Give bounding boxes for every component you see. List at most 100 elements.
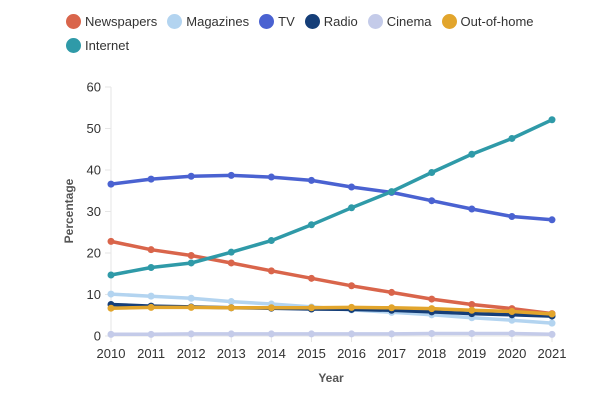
data-point-internet[interactable] (107, 271, 115, 279)
legend-swatch (167, 13, 183, 29)
legend-item-out-of-home[interactable]: Out-of-home (441, 12, 534, 30)
data-point-magazines[interactable] (187, 294, 195, 302)
data-point-magazines[interactable] (107, 290, 115, 298)
y-tick-label: 40 (87, 163, 101, 178)
data-point-magazines[interactable] (147, 292, 155, 300)
legend-swatch (66, 13, 81, 29)
data-point-magazines[interactable] (508, 316, 516, 324)
data-point-tv[interactable] (508, 212, 516, 220)
data-point-newspapers[interactable] (187, 251, 195, 259)
data-point-out-of-home[interactable] (548, 310, 556, 318)
data-point-newspapers[interactable] (147, 246, 155, 254)
legend-item-cinema[interactable]: Cinema (367, 12, 432, 30)
x-tick-label: 2014 (257, 346, 286, 361)
data-point-tv[interactable] (187, 172, 195, 180)
data-point-out-of-home[interactable] (348, 303, 356, 311)
data-point-internet[interactable] (267, 237, 275, 245)
data-point-out-of-home[interactable] (227, 304, 235, 312)
data-point-cinema[interactable] (428, 330, 436, 338)
y-tick-label: 20 (87, 246, 101, 261)
legend-item-newspapers[interactable]: Newspapers (66, 12, 157, 30)
data-point-cinema[interactable] (147, 330, 155, 338)
series-line-newspapers (109, 239, 554, 316)
data-point-internet[interactable] (147, 264, 155, 272)
data-point-out-of-home[interactable] (107, 304, 115, 312)
x-tick-label: 2020 (497, 346, 526, 361)
data-point-out-of-home[interactable] (267, 304, 275, 312)
x-tick-label: 2017 (377, 346, 406, 361)
data-point-tv[interactable] (468, 205, 476, 213)
data-point-newspapers[interactable] (307, 274, 315, 282)
x-tick-label: 2013 (217, 346, 246, 361)
data-point-newspapers[interactable] (428, 295, 436, 303)
legend-item-tv[interactable]: TV (259, 12, 295, 30)
data-point-out-of-home[interactable] (187, 303, 195, 311)
data-point-internet[interactable] (227, 248, 235, 256)
data-point-internet[interactable] (468, 150, 476, 158)
data-point-cinema[interactable] (508, 330, 516, 338)
data-point-tv[interactable] (548, 216, 556, 224)
legend-item-internet[interactable]: Internet (66, 36, 129, 54)
data-point-cinema[interactable] (107, 330, 115, 338)
data-point-tv[interactable] (348, 183, 356, 191)
series-internet (107, 116, 556, 279)
data-point-internet[interactable] (348, 204, 356, 212)
data-point-magazines[interactable] (227, 298, 235, 306)
series-line-out-of-home (109, 305, 554, 316)
legend-item-magazines[interactable]: Magazines (167, 12, 249, 30)
data-point-cinema[interactable] (548, 330, 556, 338)
data-point-internet[interactable] (548, 116, 556, 124)
data-point-tv[interactable] (267, 173, 275, 181)
legend-label: Magazines (186, 13, 250, 29)
data-point-magazines[interactable] (548, 319, 556, 327)
data-point-tv[interactable] (107, 180, 115, 188)
data-point-out-of-home[interactable] (428, 305, 436, 313)
data-point-internet[interactable] (307, 221, 315, 229)
data-point-tv[interactable] (147, 175, 155, 183)
legend-label: TV (278, 13, 295, 29)
series-group (107, 116, 556, 338)
series-line-tv (109, 173, 554, 222)
data-point-cinema[interactable] (267, 330, 275, 338)
legend-swatch (66, 37, 81, 53)
data-point-newspapers[interactable] (227, 259, 235, 267)
data-point-internet[interactable] (428, 168, 436, 176)
data-point-newspapers[interactable] (267, 267, 275, 275)
data-point-cinema[interactable] (307, 330, 315, 338)
data-point-out-of-home[interactable] (468, 306, 476, 314)
legend-label: Internet (85, 37, 130, 53)
data-point-out-of-home[interactable] (508, 308, 516, 316)
legend-label: Out-of-home (460, 13, 534, 29)
data-point-newspapers[interactable] (348, 282, 356, 290)
legend-item-radio[interactable]: Radio (304, 12, 358, 30)
series-cinema (107, 330, 556, 338)
data-point-out-of-home[interactable] (307, 304, 315, 312)
x-axis-title: Year (318, 371, 344, 385)
series-out-of-home (107, 303, 556, 318)
data-point-internet[interactable] (508, 134, 516, 142)
x-tick-label: 2019 (457, 346, 486, 361)
data-point-tv[interactable] (227, 171, 235, 179)
data-point-newspapers[interactable] (388, 288, 396, 296)
data-point-cinema[interactable] (227, 330, 235, 338)
data-point-internet[interactable] (388, 188, 396, 196)
data-point-tv[interactable] (428, 197, 436, 205)
data-point-internet[interactable] (187, 259, 195, 267)
legend-swatch (304, 13, 320, 29)
y-tick-label: 50 (87, 121, 101, 136)
x-tick-label: 2015 (297, 346, 326, 361)
legend-label: Cinema (386, 13, 432, 29)
legend-label: Newspapers (85, 13, 158, 29)
data-point-cinema[interactable] (348, 330, 356, 338)
data-point-cinema[interactable] (187, 330, 195, 338)
data-point-cinema[interactable] (388, 330, 396, 338)
series-tv (107, 171, 556, 224)
data-point-tv[interactable] (307, 176, 315, 184)
data-point-out-of-home[interactable] (147, 303, 155, 311)
legend-swatch (259, 13, 275, 29)
data-point-cinema[interactable] (468, 330, 476, 338)
data-point-out-of-home[interactable] (388, 304, 396, 312)
data-point-newspapers[interactable] (468, 300, 476, 308)
data-point-newspapers[interactable] (107, 237, 115, 245)
